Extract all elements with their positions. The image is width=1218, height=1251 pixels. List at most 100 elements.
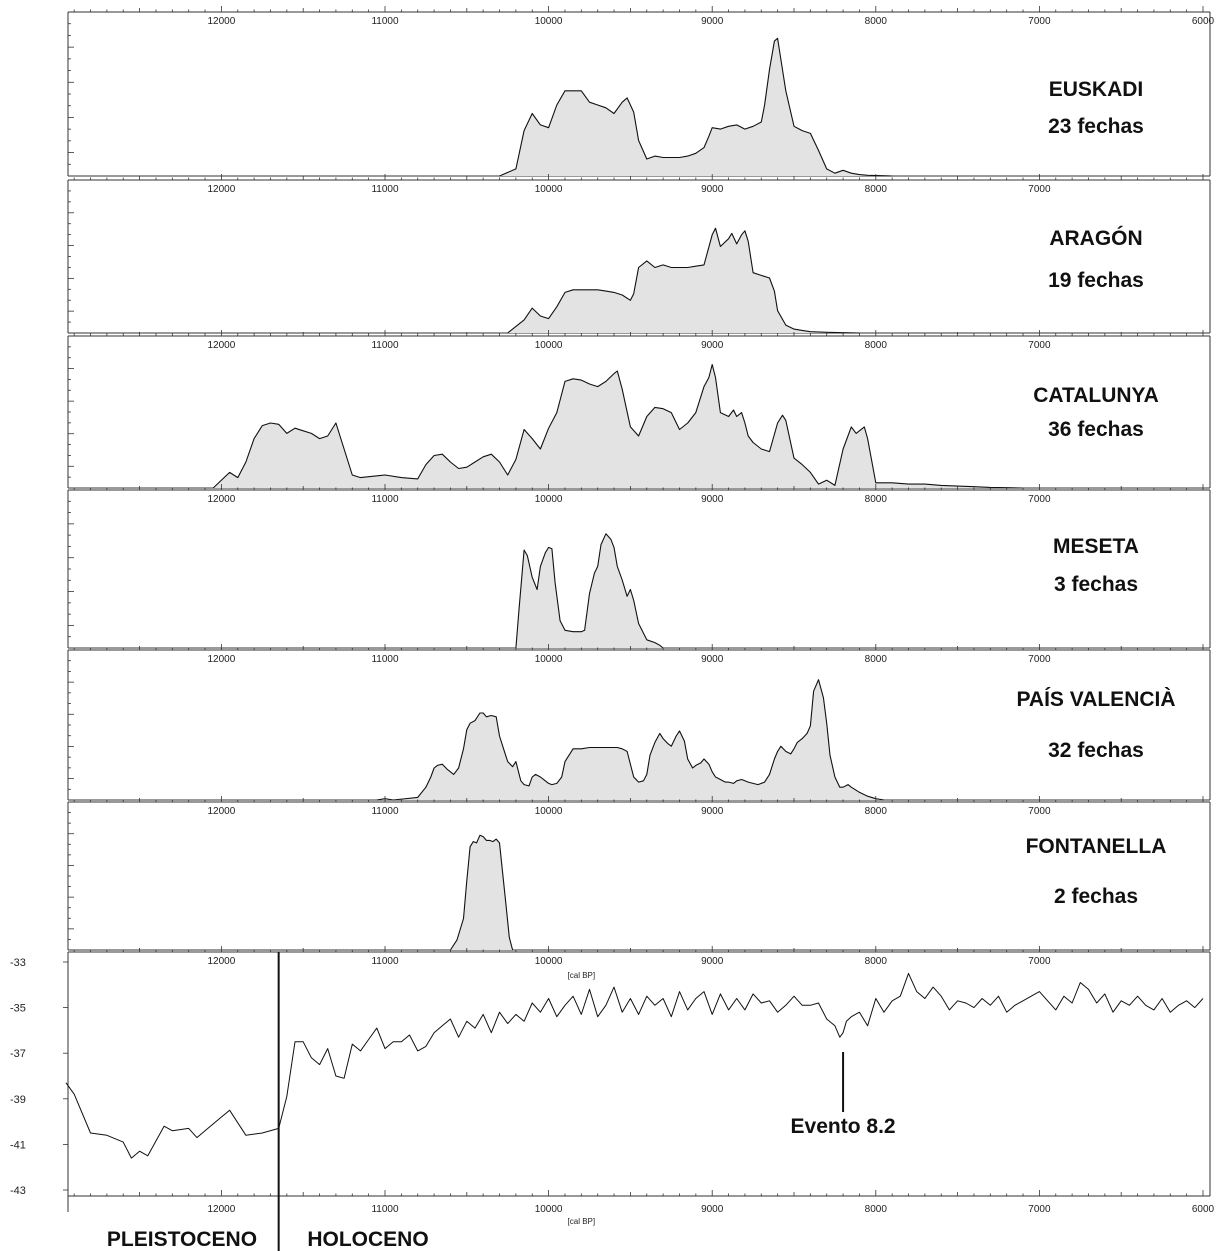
x-tick-label: 11000 [371, 494, 399, 505]
x-tick-label: 12000 [207, 654, 235, 665]
density-area [213, 364, 1023, 488]
x-tick-label: 6000 [1192, 16, 1215, 27]
density-panel-4: 12000 11000 10000 9000 8000 7000 MESETA 3 fecha… [67, 484, 1211, 649]
x-tick-label: 9000 [701, 16, 724, 27]
x-tick-label: 11000 [371, 956, 399, 967]
holocene-label: HOLOCENO [307, 1228, 428, 1251]
x-tick-label: 6000 [1192, 1204, 1215, 1215]
event-label: Evento 8.2 [791, 1115, 896, 1138]
x-tick-label: 10000 [535, 184, 563, 195]
x-tick-label: 8000 [865, 16, 888, 27]
dates-count: 36 fechas [1048, 418, 1144, 441]
x-tick-label: 11000 [371, 340, 399, 351]
x-tick-label: 12000 [207, 340, 235, 351]
x-tick-label: 7000 [1028, 806, 1051, 817]
x-tick-label: 10000 [535, 956, 563, 967]
dates-count: 3 fechas [1054, 573, 1138, 596]
panels-group: 12000 11000 10000 9000 8000 7000 6000 EUSKADI 23… [10, 6, 1215, 1251]
density-curve [376, 679, 885, 801]
x-axis-panel-3 [68, 330, 1210, 337]
density-area [499, 38, 893, 176]
region-title: PAÍS VALENCIÀ [1016, 688, 1175, 711]
y-tick-label: -33 [10, 957, 26, 969]
pleistocene-label: PLEISTOCENO [107, 1228, 257, 1251]
x-axis-panel-7 [68, 946, 1210, 953]
x-tick-label: 12000 [207, 184, 235, 195]
x-axis-panel-4 [68, 484, 1210, 491]
x-tick-label: 10000 [535, 654, 563, 665]
density-panel-1: 12000 11000 10000 9000 8000 7000 6000 EUSKADI 23… [67, 6, 1215, 177]
isotope-panel: 12000 11000 10000 9000 8000 7000 12000 11000 100… [10, 946, 1215, 1251]
density-panel-6: 12000 11000 10000 9000 8000 7000 FONTANELLA 2 f… [67, 796, 1211, 951]
dates-count: 23 fechas [1048, 115, 1144, 138]
x-tick-label: 7000 [1028, 340, 1051, 351]
y-axis-panel-1 [67, 11, 74, 177]
region-title: MESETA [1053, 535, 1139, 558]
y-tick-label: -39 [10, 1094, 26, 1106]
x-tick-label: 7000 [1028, 184, 1051, 195]
density-curve [507, 227, 860, 334]
y-tick-label: -35 [10, 1003, 26, 1015]
x-tick-label: 9000 [701, 956, 724, 967]
isotope-series [65, 972, 1204, 1159]
x-tick-label: 11000 [371, 184, 399, 195]
x-tick-label: 11000 [371, 654, 399, 665]
x-tick-label: 7000 [1028, 654, 1051, 665]
region-title: CATALUNYA [1033, 384, 1159, 407]
y-axis-panel-5 [67, 649, 74, 801]
x-tick-label: 10000 [535, 806, 563, 817]
x-tick-label: 8000 [865, 654, 888, 665]
x-tick-label: 7000 [1028, 494, 1051, 505]
density-curve [499, 37, 893, 177]
x-tick-label: 12000 [207, 956, 235, 967]
x-tick-label: 8000 [865, 340, 888, 351]
x-tick-label: 7000 [1028, 956, 1051, 967]
density-area [507, 228, 860, 333]
density-panel-3: 12000 11000 10000 9000 8000 7000 CATALUNYA 36 f… [67, 330, 1211, 489]
density-panel-5: 12000 11000 10000 9000 8000 7000 PAÍS VALENCIÀ… [67, 644, 1211, 801]
x-tick-label: 8000 [865, 806, 888, 817]
x-axis-bottom: 12000 11000 10000 9000 8000 7000 6000 [68, 1190, 1215, 1215]
x-tick-label: 8000 [865, 1204, 888, 1215]
x-tick-label: 12000 [207, 16, 235, 27]
x-tick-label: 12000 [207, 494, 235, 505]
x-tick-label: 10000 [535, 1204, 563, 1215]
x-tick-label: 9000 [701, 654, 724, 665]
x-tick-label: 7000 [1028, 1204, 1051, 1215]
x-tick-label: 7000 [1028, 16, 1051, 27]
dates-count: 32 fechas [1048, 739, 1144, 762]
density-area [515, 533, 664, 648]
region-title: ARAGÓN [1049, 226, 1142, 250]
region-title: EUSKADI [1049, 78, 1144, 101]
x-tick-label: 9000 [701, 494, 724, 505]
x-tick-label: 11000 [371, 1204, 399, 1215]
x-tick-label: 10000 [535, 494, 563, 505]
y-axis-panel-4 [67, 489, 74, 649]
y-tick-label: -43 [10, 1185, 26, 1197]
y-tick-label: -37 [10, 1048, 26, 1060]
x-unit-label-bottom: [cal BP] [568, 1217, 596, 1226]
density-area [450, 835, 513, 950]
x-axis-panel-5 [68, 644, 1210, 651]
y-axis-panel-2 [67, 179, 74, 334]
x-tick-label: 8000 [865, 184, 888, 195]
region-title: FONTANELLA [1026, 835, 1167, 858]
x-tick-label: 11000 [371, 806, 399, 817]
density-curve [449, 834, 514, 951]
density-curve [515, 533, 664, 649]
dates-count: 19 fechas [1048, 269, 1144, 292]
dates-count: 2 fechas [1054, 885, 1138, 908]
x-tick-label: 9000 [701, 184, 724, 195]
x-tick-label: 12000 [207, 806, 235, 817]
density-curve [212, 363, 1024, 489]
x-tick-label: 12000 [207, 1204, 235, 1215]
x-axis-panel-2 [68, 174, 1210, 181]
x-axis-panel-1 [68, 6, 1210, 13]
x-tick-label: 8000 [865, 956, 888, 967]
density-panel-2: 12000 11000 10000 9000 8000 7000 ARAGÓN 19 fech… [67, 174, 1211, 334]
x-tick-label: 10000 [535, 16, 563, 27]
x-tick-label: 9000 [701, 1204, 724, 1215]
y-axis-panel-3 [67, 335, 74, 489]
x-tick-label: 11000 [371, 16, 399, 27]
